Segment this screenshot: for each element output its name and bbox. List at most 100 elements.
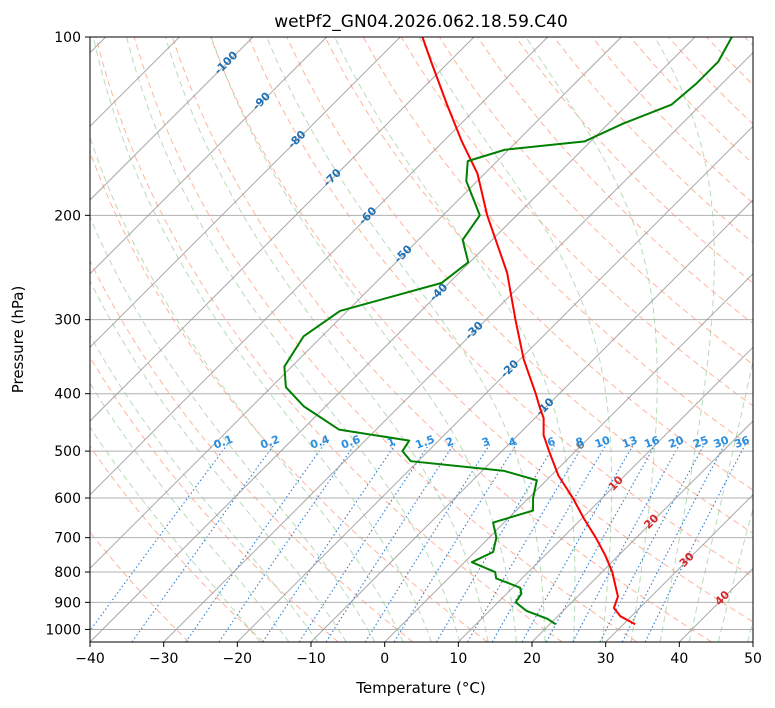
mixing-ratio-label: 3 [480,435,492,450]
isotherm-line [384,272,753,642]
plot-area: -100-90-80-70-60-50-40-30-20-10010203040… [90,37,753,642]
x-tick-label: 0 [380,651,389,667]
dry-adiabat-line [286,37,753,534]
mixing-ratio-label: 0.4 [309,433,332,452]
isotherm-line [90,37,254,201]
y-axis-title: Pressure (hPa) [9,286,27,394]
mixing-ratio-label: 1 [385,435,397,450]
x-axis-ticks: −40 −30 −20 −10 0 10 20 30 40 50 [75,642,762,667]
y-tick-label: 300 [54,313,81,329]
y-tick-label: 600 [54,491,81,507]
x-tick-label: −30 [149,651,179,667]
mixing-ratio-line [218,442,357,642]
moist-adiabat-line [266,37,546,642]
mixing-ratio-line [185,442,326,642]
isotherm-line [163,51,753,642]
isotherm-line [90,37,549,496]
mixing-ratio-line [131,442,276,642]
y-tick-label: 700 [54,531,81,547]
mixing-ratio-labels: 0.1 0.2 0.4 0.6 1 1.5 2 3 4 6 8 10 13 16 20 25 30 36 [212,433,752,452]
mixing-ratio-label: 0.1 [212,433,235,452]
mixing-ratio-line [298,442,431,642]
mixing-ratio-label: 2 [444,435,456,450]
dry-adiabat-line [95,37,563,642]
x-tick-label: −10 [296,651,326,667]
moist-adiabat-line [90,382,290,642]
isotherm-line [90,37,401,349]
dry-adiabat-line [248,37,753,578]
x-tick-label: 20 [523,651,541,667]
dry-adiabat-line [90,259,414,642]
mixing-ratio-label: 10 [593,433,612,451]
x-axis-title: Temperature (°C) [355,679,485,697]
mixing-ratio-line [435,442,557,642]
chart-title: wetPf2_GN04.2026.062.18.59.C40 [274,12,568,32]
y-axis-ticks: 100 200 300 400 500 600 700 800 900 1000 [45,30,90,638]
mixing-ratio-label: 30 [712,433,731,451]
mixing-ratio-label: 36 [733,433,752,451]
plot-frame [89,36,754,643]
mixing-ratio-line [325,442,455,642]
isotherm-line [236,125,753,642]
mixing-ratio-line [364,442,491,642]
dry-adiabat-line [90,445,264,642]
mixing-ratio-line [467,442,585,642]
mixing-ratio-label: 13 [620,433,639,450]
dry-adiabat-line [324,37,753,491]
profile-series [283,37,733,626]
isotherms [90,37,753,642]
mixing-ratio-label: 20 [667,433,686,451]
y-tick-label: 1000 [45,622,81,638]
dry-adiabats [90,37,753,642]
y-tick-label: 900 [54,595,81,611]
x-tick-label: 50 [744,651,762,667]
moist-adiabat-line [525,37,658,642]
moist-adiabat-line [90,215,376,642]
moist-adiabat-line [654,37,715,642]
isotherm-line [90,37,328,275]
mixing-ratio-line [491,442,608,642]
dry-adiabat-line [171,37,712,642]
moist-adiabat-line [90,334,319,642]
mixing-ratio-line [521,442,635,642]
dry-adiabat-line [515,37,753,284]
moist-adiabat-line [90,426,261,642]
moist-adiabat-line [92,37,432,642]
x-tick-label: 30 [597,651,615,667]
dewpoint-profile-line [283,37,733,626]
isotherm-line [90,37,475,422]
mixing-ratio-label: 1.5 [414,433,437,452]
temperature-profile-line [421,37,636,626]
moist-adiabat-line [688,358,753,642]
mixing-ratio-line [621,443,726,642]
y-tick-label: 200 [54,208,81,224]
mixing-ratio-label: 6 [545,435,557,450]
y-tick-label: 400 [54,387,81,403]
moist-adiabat-line [90,135,404,642]
moist-adiabat-line [164,37,489,642]
isotherm-line [457,346,753,642]
x-tick-label: −40 [75,651,105,667]
isotherm-line [90,37,622,570]
mixing-ratio-label: 0.6 [339,433,362,452]
mixing-ratio-label: 4 [507,435,519,450]
moist-adiabat-line [334,37,576,642]
x-tick-label: 40 [670,651,688,667]
mixing-ratio-label: 0.2 [259,433,282,452]
mixing-ratio-line [599,443,706,642]
dry-adiabat-line [210,37,753,623]
mixing-ratio-label: 25 [691,433,710,450]
moist-adiabat-line [418,37,613,642]
moist-adiabat-line [126,37,461,642]
isotherm-line [605,493,753,642]
moist-adiabats [90,37,753,642]
mixing-ratio-line [262,442,397,642]
isotherm-line [310,199,753,642]
y-tick-label: 800 [54,565,81,581]
y-tick-label: 500 [54,444,81,460]
y-tick-label: 100 [54,30,81,46]
mixing-ratio-label: 16 [642,433,661,451]
moist-adiabat-line [717,506,753,642]
